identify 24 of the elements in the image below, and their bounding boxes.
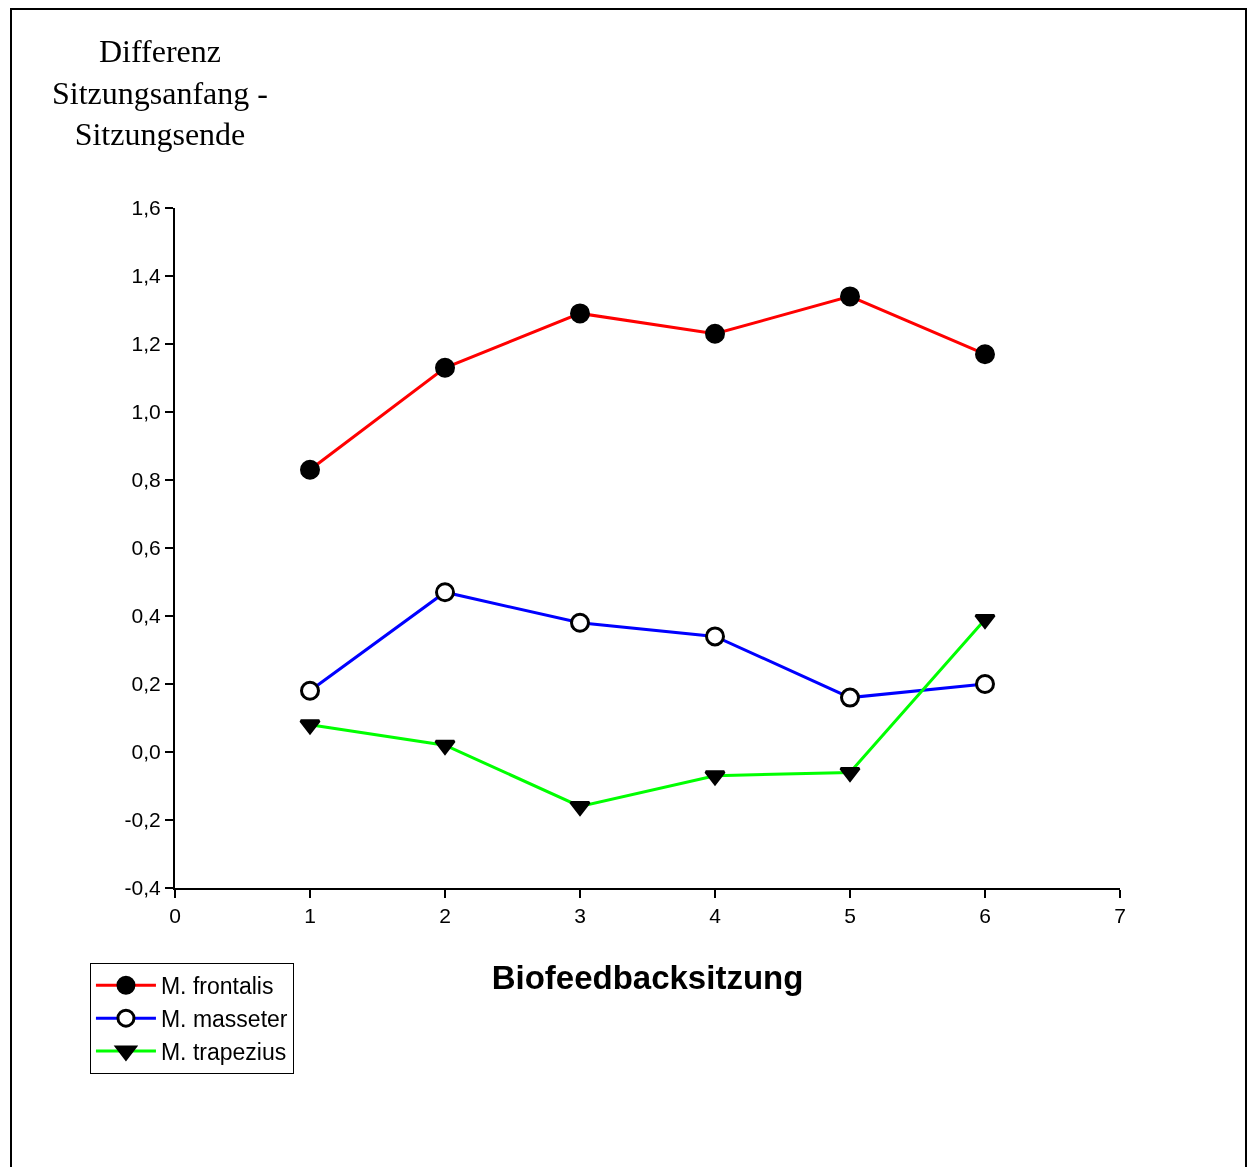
x-tick-label: 7 (1114, 904, 1126, 928)
y-tick-label: 1,0 (131, 400, 161, 424)
y-tick-label: 0,4 (131, 604, 162, 628)
y-tick-label: 0,6 (131, 536, 161, 560)
legend-label: M. trapezius (160, 1039, 287, 1066)
x-tick-label: 4 (709, 904, 722, 928)
x-tick-label: 5 (844, 904, 856, 928)
y-tick-label: 0,0 (131, 740, 161, 764)
x-tick-label: 3 (574, 904, 586, 928)
y-tick-label: 1,4 (131, 264, 162, 288)
y-tick-label: 0,8 (131, 468, 161, 492)
y-axis-title: Differenz Sitzungsanfang - Sitzungsende (52, 33, 268, 153)
y-tick-label: 0,2 (131, 672, 161, 696)
x-tick-label: 6 (979, 904, 991, 928)
x-tick-label: 1 (304, 904, 316, 928)
y-tick-label: -0,4 (124, 876, 162, 900)
x-tick-label: 2 (439, 904, 451, 928)
legend-label: M. frontalis (160, 973, 274, 1000)
legend-label: M. masseter (160, 1006, 288, 1033)
y-tick-label: 1,6 (131, 196, 161, 220)
x-tick-label: 0 (169, 904, 181, 928)
y-tick-label: 1,2 (131, 332, 161, 356)
x-axis-title: Biofeedbacksitzung (491, 959, 804, 997)
y-tick-label: -0,2 (124, 808, 161, 832)
